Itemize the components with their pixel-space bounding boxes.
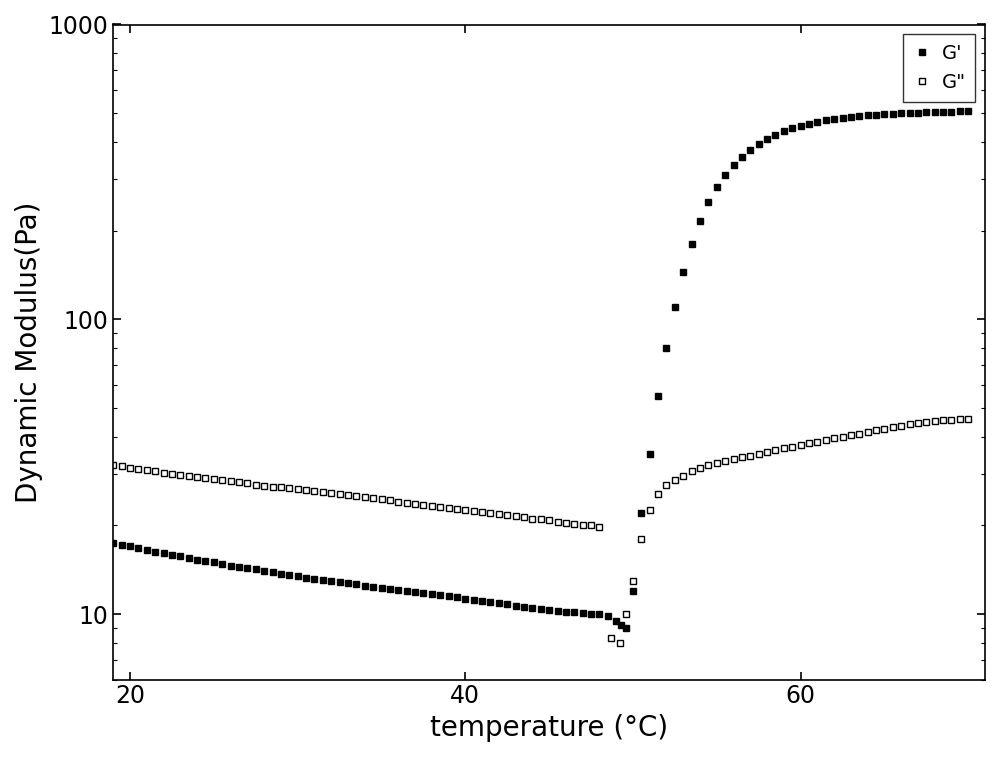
- Y-axis label: Dynamic Modulus(Pa): Dynamic Modulus(Pa): [15, 201, 43, 503]
- G": [107, 461, 119, 470]
- G': [535, 605, 547, 614]
- G': [359, 581, 371, 590]
- G': [937, 107, 949, 117]
- G": [887, 423, 899, 432]
- G': [325, 576, 337, 585]
- G': [132, 544, 144, 553]
- G': [895, 109, 907, 118]
- G": [912, 419, 924, 428]
- Line: G": G": [110, 416, 972, 646]
- Line: G': G': [110, 107, 972, 631]
- G': [620, 623, 632, 632]
- G': [962, 107, 974, 116]
- G": [614, 638, 626, 647]
- G": [870, 426, 882, 435]
- G": [342, 491, 354, 500]
- G": [962, 414, 974, 423]
- G": [895, 422, 907, 431]
- G': [107, 538, 119, 547]
- G": [605, 634, 617, 643]
- X-axis label: temperature (°C): temperature (°C): [430, 714, 668, 742]
- Legend: G', G": G', G": [903, 34, 975, 102]
